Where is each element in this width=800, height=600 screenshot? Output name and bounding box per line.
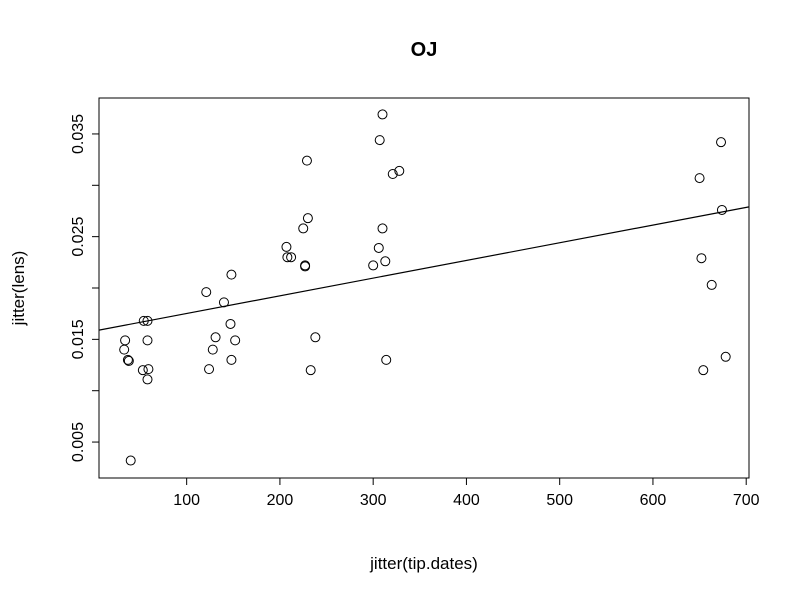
data-point — [125, 455, 136, 466]
data-point — [281, 241, 292, 252]
data-point — [298, 223, 309, 234]
data-point — [122, 354, 133, 365]
data-point — [120, 335, 131, 346]
data-point — [696, 253, 707, 264]
x-tick-label: 400 — [453, 492, 480, 509]
x-tick-label: 100 — [173, 492, 200, 509]
data-point — [286, 252, 297, 263]
regression-line — [98, 206, 750, 331]
data-point — [123, 355, 134, 366]
data-point — [137, 365, 148, 376]
y-tick-label: 0.005 — [70, 422, 87, 462]
x-axis-label: jitter(tip.dates) — [369, 554, 478, 573]
points-layer — [119, 109, 731, 466]
data-point — [377, 223, 388, 234]
data-point — [380, 256, 391, 267]
x-tick-label: 500 — [546, 492, 573, 509]
data-point — [377, 109, 388, 120]
x-tick-label: 700 — [733, 492, 760, 509]
data-point — [225, 318, 236, 329]
data-point — [226, 354, 237, 365]
y-axis: 0.005 0.015 0.025 0.035 — [70, 114, 99, 462]
data-point — [218, 297, 229, 308]
x-tick-label: 200 — [267, 492, 294, 509]
data-point — [305, 365, 316, 376]
data-point — [207, 344, 218, 355]
y-axis-label: jitter(lens) — [9, 251, 28, 327]
data-point — [374, 135, 385, 146]
data-point — [226, 269, 237, 280]
data-point — [142, 335, 153, 346]
x-axis: 100 200 300 400 500 600 700 — [173, 478, 760, 509]
x-tick-label: 600 — [640, 492, 667, 509]
y-tick-label: 0.035 — [70, 114, 87, 154]
data-point — [138, 315, 149, 326]
data-point — [142, 374, 153, 385]
chart-title: OJ — [411, 39, 438, 61]
x-tick-label: 300 — [360, 492, 387, 509]
data-point — [210, 332, 221, 343]
data-point — [282, 252, 293, 263]
y-tick-label: 0.015 — [70, 319, 87, 359]
data-point — [716, 137, 727, 148]
data-point — [119, 344, 130, 355]
data-point — [716, 204, 727, 215]
data-point — [368, 260, 379, 271]
data-point — [201, 287, 212, 298]
data-point — [300, 261, 311, 272]
data-point — [698, 365, 709, 376]
y-tick-label: 0.025 — [70, 217, 87, 257]
data-point — [387, 169, 398, 179]
data-point — [310, 332, 321, 343]
data-point — [142, 315, 153, 326]
regression-line-layer — [98, 206, 750, 331]
data-point — [230, 335, 241, 346]
data-point — [204, 364, 215, 375]
data-point — [301, 155, 312, 166]
data-point — [694, 173, 705, 184]
data-point — [143, 364, 154, 375]
data-point — [373, 242, 384, 253]
data-point — [706, 279, 717, 290]
data-point — [720, 351, 731, 362]
data-point — [381, 354, 392, 365]
plot-frame — [98, 97, 750, 479]
data-point — [302, 213, 313, 224]
data-point — [394, 165, 405, 176]
